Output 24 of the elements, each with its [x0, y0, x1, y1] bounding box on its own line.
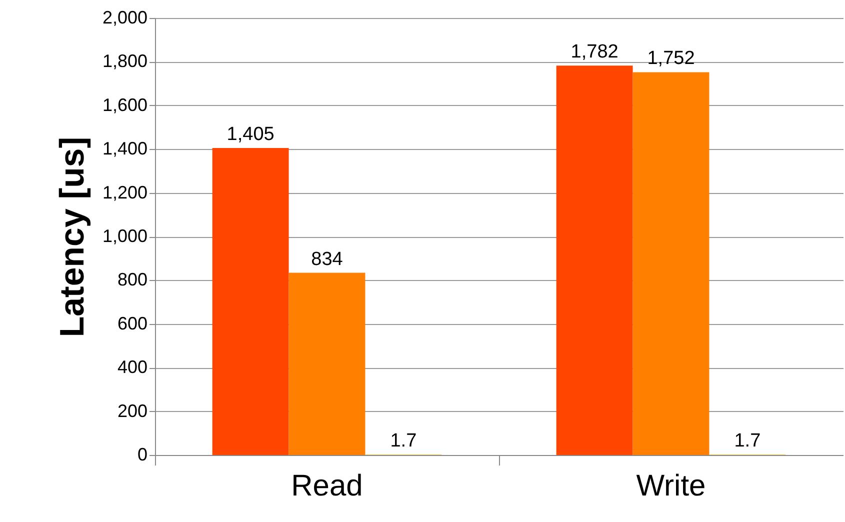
bar — [288, 272, 366, 455]
data-label: 834 — [311, 248, 344, 270]
y-tick-label: 2,000 — [102, 8, 148, 28]
y-axis-title: Latency [us] — [53, 136, 92, 338]
y-tick-label: 1,200 — [102, 182, 148, 202]
x-tick-label: Read — [291, 470, 363, 502]
y-tick-label: 400 — [117, 357, 148, 378]
data-label: 1,752 — [647, 48, 695, 70]
bar — [556, 66, 633, 455]
y-tick-label: 1,400 — [102, 138, 148, 159]
data-label: 1,782 — [570, 42, 618, 63]
y-tick-label: 1,000 — [102, 226, 148, 246]
data-label: 1,405 — [226, 124, 274, 146]
y-tick-label: 1,800 — [102, 51, 148, 72]
bar — [212, 148, 289, 455]
y-tick-label: 0 — [137, 444, 148, 464]
data-label: 1.7 — [390, 430, 417, 452]
y-tick-label: 200 — [117, 400, 148, 421]
bar — [632, 72, 710, 455]
y-tick-label: 1,600 — [102, 94, 148, 115]
y-tick-label: 800 — [117, 270, 148, 290]
x-tick-label: Write — [636, 470, 706, 502]
data-label: 1.7 — [734, 430, 761, 452]
y-tick-label: 600 — [117, 313, 148, 334]
